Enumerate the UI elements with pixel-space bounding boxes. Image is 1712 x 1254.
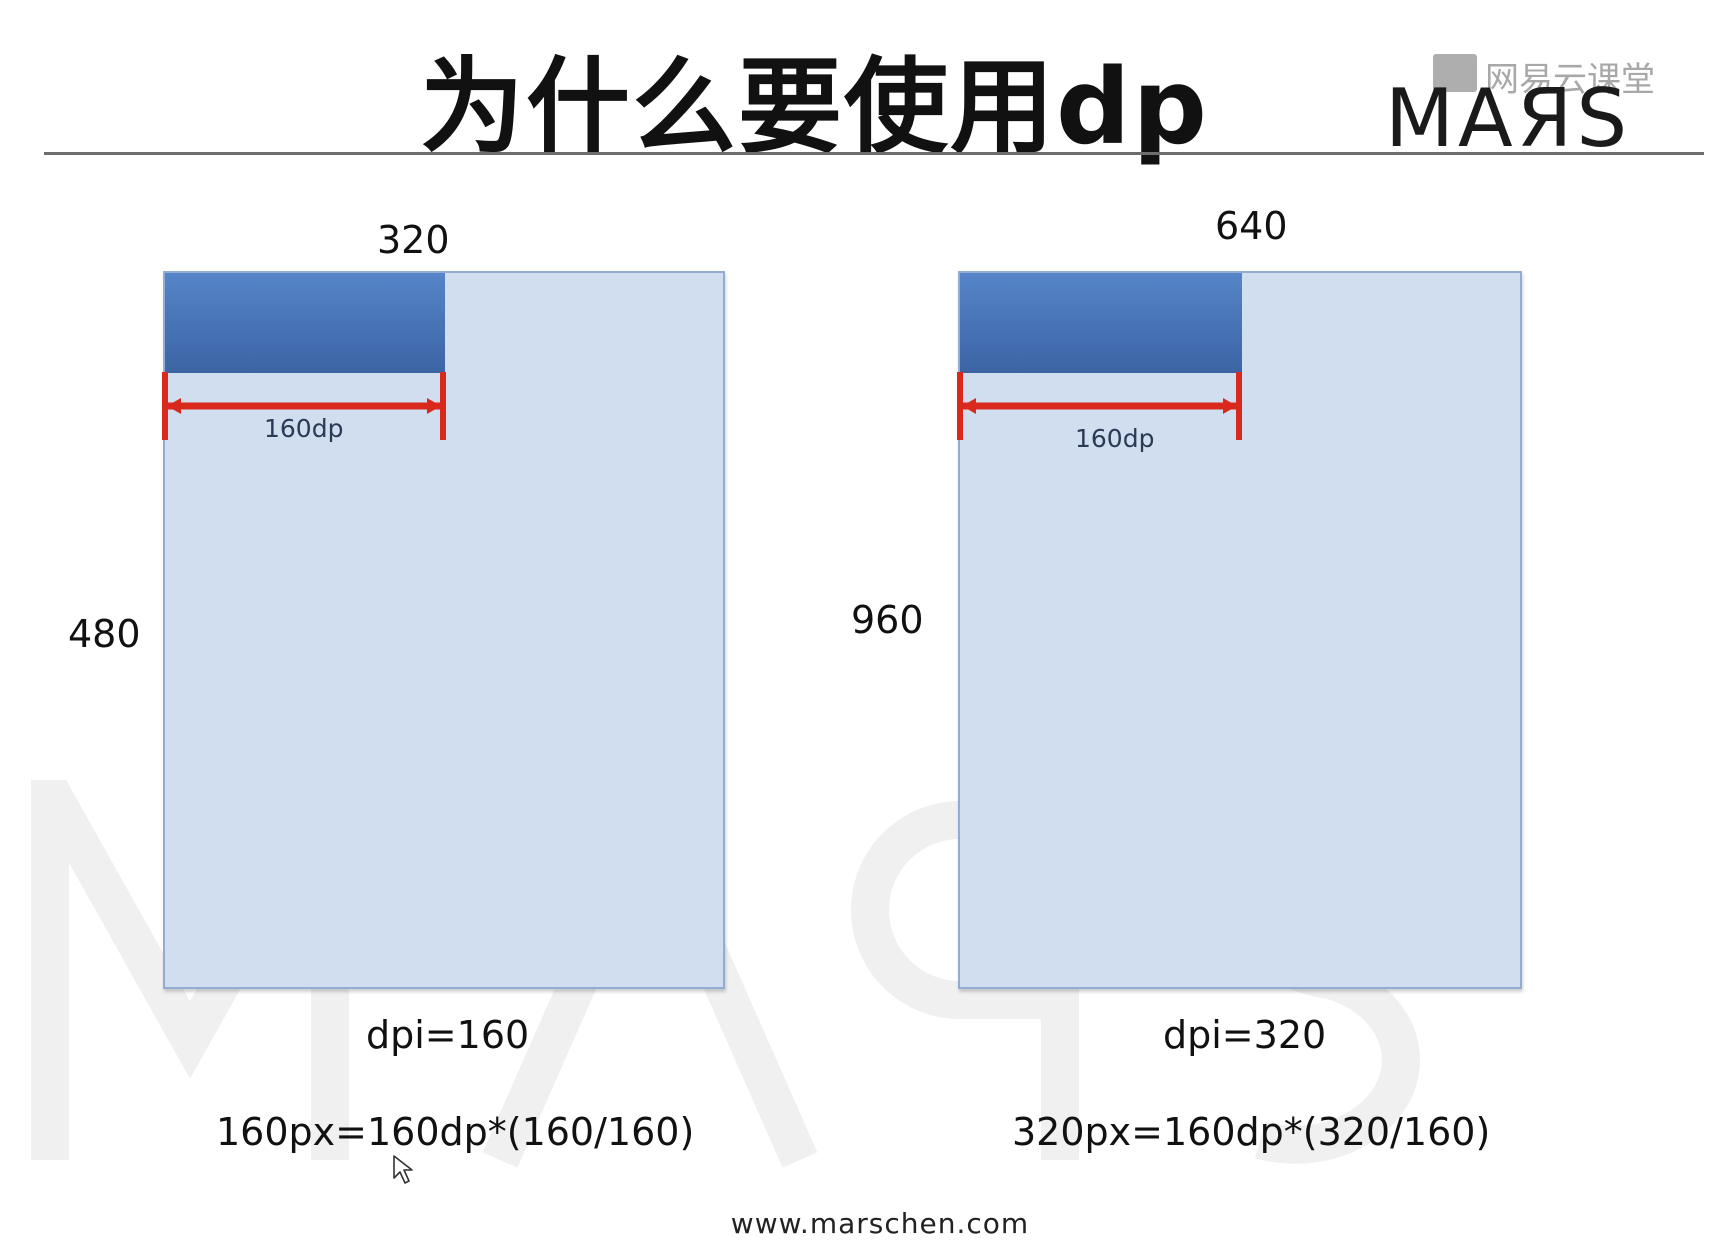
slide-title: 为什么要使用dp (420, 46, 1209, 168)
left-160dp-bar (165, 273, 445, 373)
left-formula: 160px=160dp*(160/160) (216, 1110, 695, 1154)
right-width-measure-icon (957, 372, 1242, 440)
brand-logo: 网易云课堂 MAЯS (1385, 54, 1705, 165)
right-formula: 320px=160dp*(320/160) (1012, 1110, 1491, 1154)
right-160dp-bar (960, 273, 1242, 373)
mars-logo-text: MAЯS (1385, 72, 1632, 165)
right-width-label: 640 (1215, 204, 1288, 248)
right-dp-label: 160dp (1075, 424, 1155, 453)
right-height-label: 960 (851, 598, 924, 642)
right-dpi-label: dpi=320 (1163, 1013, 1327, 1057)
title-underline (44, 152, 1704, 155)
mouse-cursor-icon (393, 1155, 413, 1184)
footer-url[interactable]: www.marschen.com (730, 1207, 1030, 1240)
left-dp-label: 160dp (264, 414, 344, 443)
right-screen (958, 271, 1522, 989)
left-width-measure-icon (162, 372, 446, 440)
left-width-label: 320 (377, 218, 450, 262)
left-dpi-label: dpi=160 (366, 1013, 530, 1057)
provider-logo-text: 网易云课堂 (1485, 60, 1655, 100)
provider-logo-icon (1433, 54, 1477, 92)
left-height-label: 480 (68, 612, 141, 656)
